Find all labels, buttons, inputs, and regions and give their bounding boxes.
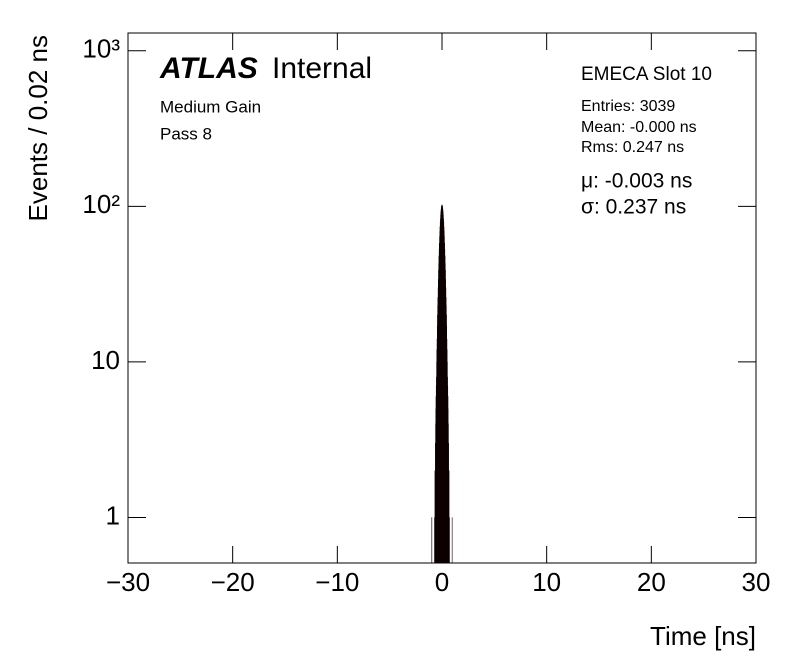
mu-label: μ: -0.003 ns [581,170,692,193]
y-tick-label: 1 [106,500,120,530]
y-tick-label: 10³ [82,34,120,64]
slot-label: EMECA Slot 10 [581,64,712,85]
y-tick-label: 10 [91,345,120,375]
pass-label: Pass 8 [160,124,212,143]
y-tick-label: 10² [82,189,120,219]
sigma-label: σ: 0.237 ns [581,196,686,219]
x-tick-label: −30 [106,567,150,597]
mean-label: Mean: -0.000 ns [581,119,697,136]
x-tick-label: −10 [315,567,359,597]
x-tick-label: 20 [637,567,666,597]
x-tick-label: 30 [742,567,771,597]
entries-label: Entries: 3039 [581,98,675,115]
status-label: Internal [272,52,372,85]
atlas-label: ATLAS [159,52,258,85]
x-axis-label: Time [ns] [650,621,756,651]
y-axis-label: Events / 0.02 ns [23,35,53,221]
x-tick-label: 0 [435,567,449,597]
x-tick-label: 10 [532,567,561,597]
x-tick-label: −20 [211,567,255,597]
rms-label: Rms: 0.247 ns [581,139,684,156]
gain-label: Medium Gain [160,97,261,116]
